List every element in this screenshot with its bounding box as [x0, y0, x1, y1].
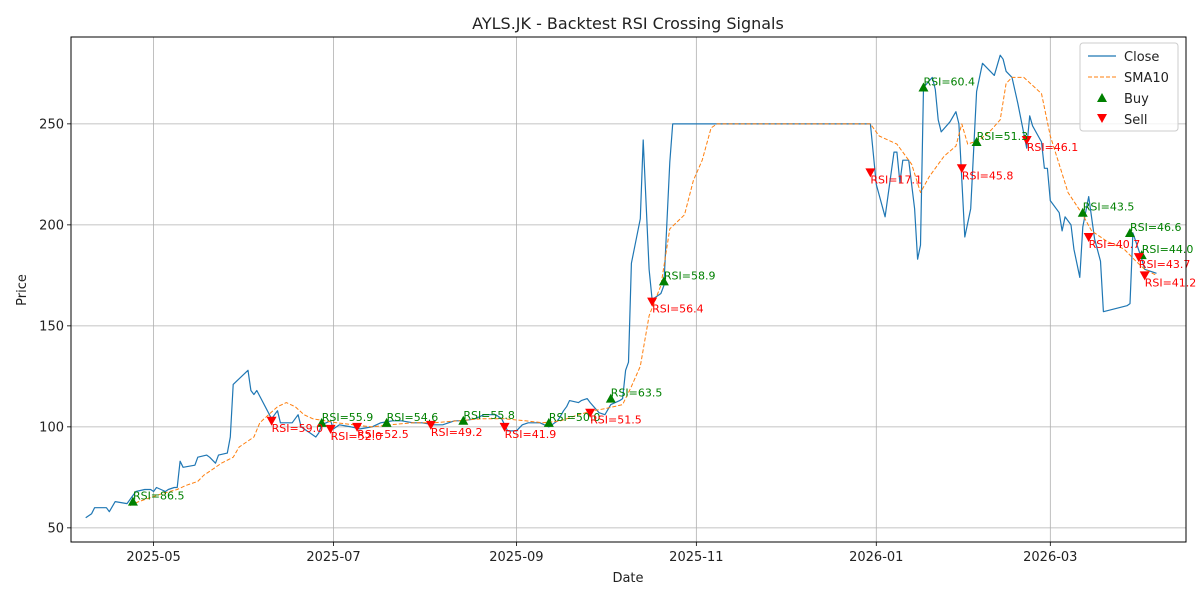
buy-marker — [1077, 207, 1088, 217]
sell-marker — [499, 422, 510, 432]
series-layer — [85, 54, 1157, 519]
buy-marker — [543, 417, 554, 427]
legend-sell-label: Sell — [1124, 113, 1147, 128]
sell-marker — [352, 422, 363, 432]
sell-marker — [266, 416, 277, 426]
buy-marker — [918, 82, 929, 92]
sell-annotation: RSI=51.5 — [590, 414, 642, 427]
sell-marker — [1083, 232, 1094, 242]
signal-annotations: RSI=86.5 RSI=55.9 RSI=54.6 RSI=55.8 RSI=50.0… — [133, 76, 1196, 503]
x-axis-title: Date — [612, 571, 643, 586]
x-tick-label: 2025-05 — [126, 550, 180, 565]
sell-marker — [956, 164, 967, 174]
sell-marker — [585, 408, 596, 418]
buy-marker — [971, 137, 982, 147]
buy-annotation: RSI=44.0 — [1142, 243, 1194, 256]
buy-marker — [605, 393, 616, 403]
legend-buy-swatch — [1097, 93, 1107, 102]
sell-marker — [647, 297, 658, 307]
sell-marker — [425, 420, 436, 430]
y-tick-label: 200 — [39, 218, 64, 233]
close-price-line — [85, 54, 1157, 519]
sell-annotation: RSI=52.5 — [357, 428, 409, 441]
buy-annotation: RSI=51.3 — [977, 130, 1029, 143]
y-tick-label: 100 — [39, 420, 64, 435]
x-tick-label: 2026-01 — [849, 550, 903, 565]
sell-annotation: RSI=46.1 — [1027, 141, 1079, 154]
sell-annotation: RSI=43.7 — [1139, 258, 1191, 271]
buy-marker — [381, 417, 392, 427]
legend-close-label: Close — [1124, 50, 1159, 65]
buy-marker — [127, 496, 138, 506]
buy-annotation: RSI=46.6 — [1130, 221, 1182, 234]
chart-title: AYLS.JK - Backtest RSI Crossing Signals — [472, 14, 784, 33]
sell-marker — [1133, 253, 1144, 263]
sell-marker — [1021, 136, 1032, 146]
sell-annotation: RSI=41.2 — [1145, 276, 1197, 289]
buy-marker — [658, 276, 669, 286]
y-axis-ticks: 50 100 150 200 250 — [39, 117, 71, 536]
buy-annotation: RSI=43.5 — [1083, 201, 1135, 214]
y-tick-label: 150 — [39, 319, 64, 334]
sell-marker — [865, 168, 876, 178]
sma10-line — [129, 76, 1157, 507]
sell-annotation: RSI=41.9 — [505, 428, 557, 441]
x-tick-label: 2025-09 — [489, 550, 543, 565]
plot-frame — [70, 36, 1187, 543]
buy-marker — [458, 415, 469, 425]
buy-annotation: RSI=55.8 — [463, 409, 515, 422]
y-axis-title: Price — [15, 274, 30, 306]
x-tick-label: 2025-07 — [306, 550, 360, 565]
legend: Close SMA10 Buy Sell — [1079, 42, 1179, 132]
sell-annotation: RSI=56.4 — [652, 303, 704, 316]
x-tick-label: 2025-11 — [669, 550, 723, 565]
x-tick-label: 2026-03 — [1023, 550, 1077, 565]
sell-annotation: RSI=45.8 — [962, 169, 1014, 182]
y-tick-label: 50 — [47, 521, 64, 536]
buy-annotation: RSI=50.0 — [549, 411, 601, 424]
sell-marker — [325, 424, 336, 434]
buy-annotation: RSI=58.9 — [664, 269, 716, 282]
grid — [71, 37, 1186, 542]
buy-annotation: RSI=55.9 — [322, 411, 374, 424]
sell-annotation: RSI=17.1 — [870, 173, 922, 186]
buy-annotation: RSI=60.4 — [923, 76, 975, 89]
legend-sma-label: SMA10 — [1124, 71, 1169, 86]
x-axis-ticks: 2025-05 2025-07 2025-09 2025-11 2026-01 2026-… — [126, 542, 1077, 565]
sell-annotation: RSI=49.2 — [431, 426, 483, 439]
legend-sell-swatch — [1097, 114, 1107, 123]
y-tick-label: 250 — [39, 117, 64, 132]
buy-marker — [1124, 227, 1135, 237]
buy-marker — [316, 417, 327, 427]
legend-box — [1079, 42, 1179, 132]
legend-buy-label: Buy — [1124, 92, 1149, 107]
sell-annotation: RSI=52.0 — [331, 430, 383, 443]
signal-markers — [127, 82, 1150, 506]
sell-marker — [1139, 271, 1150, 281]
buy-annotation: RSI=54.6 — [387, 411, 439, 424]
sell-annotation: RSI=40.7 — [1089, 238, 1141, 251]
sell-annotation: RSI=59.0 — [272, 422, 324, 435]
buy-annotation: RSI=63.5 — [611, 387, 663, 400]
buy-annotation: RSI=86.5 — [133, 490, 185, 503]
